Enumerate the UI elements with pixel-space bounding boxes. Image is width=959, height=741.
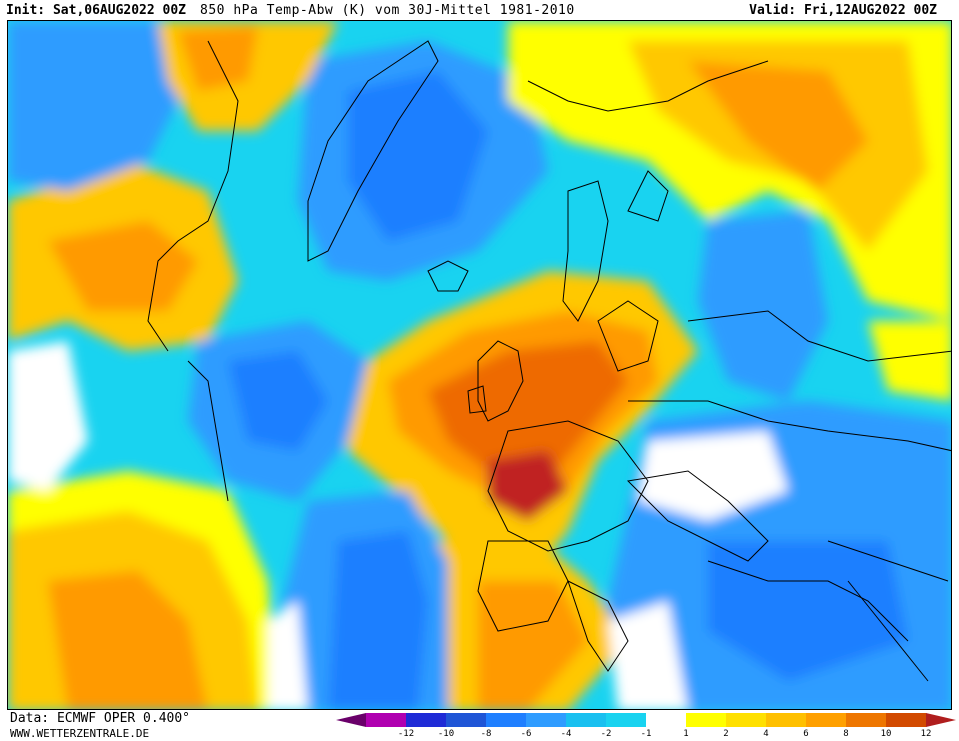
init-time: Init: Sat,06AUG2022 00Z xyxy=(6,2,187,18)
legend-swatch xyxy=(686,713,727,727)
color-legend xyxy=(336,713,956,727)
legend-ticks: -12 -10 -8 -6 -4 -2 -1 1 2 4 6 8 10 12 xyxy=(336,729,956,740)
legend-tick-label: -8 xyxy=(480,729,492,739)
legend-swatch xyxy=(806,713,847,727)
legend-swatch xyxy=(606,713,647,727)
legend-tick-label: -1 xyxy=(640,729,652,739)
legend-tick-label: 10 xyxy=(880,729,892,739)
legend-swatch xyxy=(726,713,767,727)
legend-swatch xyxy=(486,713,527,727)
legend-tick-label: -4 xyxy=(560,729,572,739)
legend-tick-label: 1 xyxy=(683,729,689,739)
website-label: WWW.WETTERZENTRALE.DE xyxy=(10,727,150,740)
map-footer: Data: ECMWF OPER 0.400° WWW.WETTERZENTRA… xyxy=(0,711,959,741)
legend-tick-label: 6 xyxy=(803,729,809,739)
anomaly-map-canvas xyxy=(8,21,951,709)
legend-swatch xyxy=(646,713,687,727)
legend-tick-label: 8 xyxy=(843,729,849,739)
legend-swatch xyxy=(406,713,447,727)
legend-swatch xyxy=(366,713,407,727)
legend-swatch xyxy=(446,713,487,727)
map-title: 850 hPa Temp-Abw (K) vom 30J-Mittel 1981… xyxy=(200,2,575,18)
legend-tick-label: 12 xyxy=(920,729,932,739)
anomaly-field xyxy=(8,21,951,709)
legend-swatch-min xyxy=(336,713,366,727)
valid-time: Valid: Fri,12AUG2022 00Z xyxy=(749,2,937,18)
legend-tick-label: 2 xyxy=(723,729,729,739)
legend-swatch xyxy=(766,713,807,727)
legend-swatch xyxy=(886,713,927,727)
legend-tick-label: -12 xyxy=(397,729,415,739)
coastlines xyxy=(147,40,951,682)
legend-swatch xyxy=(526,713,567,727)
legend-tick-label: 4 xyxy=(763,729,769,739)
data-source-label: Data: ECMWF OPER 0.400° xyxy=(10,711,191,726)
map-header: Init: Sat,06AUG2022 00Z 850 hPa Temp-Abw… xyxy=(0,0,959,20)
legend-swatch-max xyxy=(926,713,956,727)
legend-swatch xyxy=(846,713,887,727)
anomaly-map[interactable] xyxy=(7,20,952,710)
legend-swatch xyxy=(566,713,607,727)
legend-tick-label: -2 xyxy=(600,729,612,739)
legend-tick-label: -6 xyxy=(520,729,532,739)
legend-tick-label: -10 xyxy=(437,729,455,739)
